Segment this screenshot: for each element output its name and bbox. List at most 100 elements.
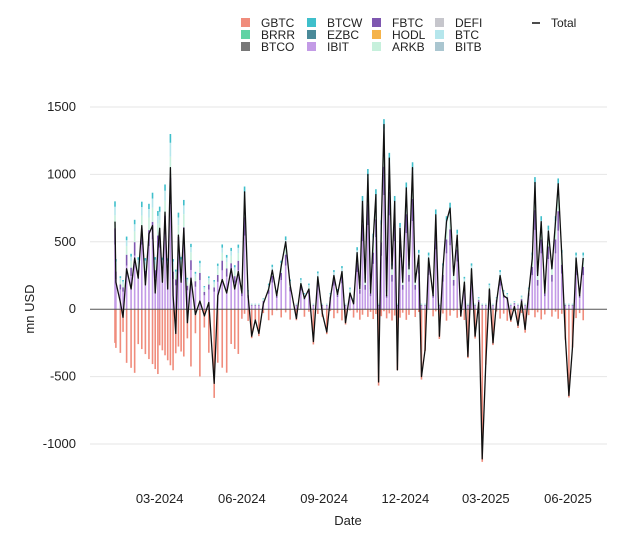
bar-segment-fbtc [405,214,408,234]
bar-segment-fbtc [383,166,385,196]
bar-segment-fbtc [568,305,570,306]
bar-segment-ibit [377,305,380,310]
bar-segment-ibit [564,305,567,310]
bar-segment-ibit [361,241,364,310]
bar-segment-arkb [151,207,154,222]
bar-segment-btc [341,268,343,272]
bar-segment-fbtc [199,272,201,281]
bar-segment-fbtc [203,291,206,296]
bar-segment-btcw [267,283,270,285]
bar-segment-ibit [467,305,469,310]
bar-segment-gbtc [336,309,339,314]
bar-segment-gbtc [432,309,434,317]
bar-segment-ibit [186,290,189,310]
bar-segment-fbtc [325,305,328,306]
bar-segment-ibit [312,305,315,310]
bar-segment-arkb [141,215,143,229]
gridlines [90,106,607,445]
bar-segment-ibit [531,275,534,310]
bar-segment-fbtc [524,305,526,306]
legend-item-bitb: BITB [435,40,482,54]
bar-segment-arkb [474,304,476,306]
bar-segment-ibit [463,289,466,310]
bar-segment-ibit [485,305,487,310]
bar-segment-gbtc [308,309,310,312]
legend-label: BRRR [261,28,295,42]
bar-segment-ibit [380,255,383,310]
legend-label: DEFI [455,16,482,30]
legend-swatch [372,42,381,51]
bar-segment-gbtc [164,309,166,356]
bar-segment-fbtc [133,242,136,256]
bar-segment-btcw [336,288,339,290]
bar-segment-fbtc [271,275,274,283]
bar-segment-gbtc [284,309,287,313]
bar-segment-btcw [208,276,210,278]
bar-segment-btc [141,207,143,216]
bar-segment-btcw [190,243,192,248]
bar-segment-btcw [502,290,505,292]
bar-segment-btcw [317,271,319,274]
bar-segment-ibit [502,297,505,310]
bar-segment-ibit [432,297,434,310]
bar-segment-arkb [424,304,426,306]
bar-segment-fbtc [432,295,434,298]
bar-segment-btc [148,209,150,218]
bar-segment-arkb [208,280,210,285]
bar-segment-gbtc [359,309,361,320]
bar-segment-gbtc [133,309,136,373]
bar-segment-ibit [481,305,484,310]
x-tick-label: 09-2024 [300,491,348,506]
bar-segment-btc [303,293,306,296]
bar-segment-fbtc [254,305,257,306]
bar-segment-ibit [203,295,206,310]
bar-segment-ibit [243,235,246,310]
y-tick-label: 0 [69,301,76,316]
bar-segment-fbtc [547,246,550,260]
bar-segment-btcw [144,258,147,261]
bar-segment-gbtc [391,309,393,321]
bar-segment-btc [119,277,122,281]
bar-segment-gbtc [216,309,219,363]
bar-segment-gbtc [502,309,505,314]
bar-segment-gbtc [560,309,563,314]
bar-segment-arkb [190,252,192,261]
bar-segment-btc [237,247,240,254]
bar-segment-ibit [233,282,236,310]
legend-swatch [307,18,316,27]
bar-segment-ibit [414,289,417,310]
bar-segment-ibit [250,305,253,310]
bar-segment-gbtc [474,309,476,339]
bar-segment-arkb [157,223,159,236]
bar-segment-ibit [393,241,396,310]
bar-segment-fbtc [510,305,512,306]
bar-segment-btcw [154,257,157,260]
bar-segment-btcw [341,266,343,269]
bar-segment-btcw [203,286,206,288]
bar-segment-arkb [203,289,206,292]
bar-segment-gbtc [543,309,546,315]
bar-segment-arkb [414,281,417,285]
x-tick-label: 03-2024 [136,491,184,506]
bar-segment-btc [349,288,351,291]
bar-segment-gbtc [271,309,274,316]
bar-segment-btc [151,198,154,208]
bar-segment-arkb [158,219,161,233]
bar-segment-gbtc [463,309,466,320]
bar-segment-btcw [114,201,116,207]
bar-segment-arkb [225,261,228,269]
bar-segment-gbtc [554,309,557,312]
legend-label: HODL [392,28,426,42]
bar-segment-btcw [308,283,310,285]
bar-segment-ibit [571,305,574,310]
bar-segment-btcw [284,236,287,241]
bar-segment-ibit [208,289,210,310]
bar-segment-fbtc [361,224,364,242]
bar-segment-arkb [194,276,197,282]
bar-segment-fbtc [216,275,219,282]
bar-segment-ibit [543,296,546,310]
bar-segment-btc [582,255,585,260]
bar-segment-btc [190,247,192,253]
bar-segment-arkb [344,304,347,306]
